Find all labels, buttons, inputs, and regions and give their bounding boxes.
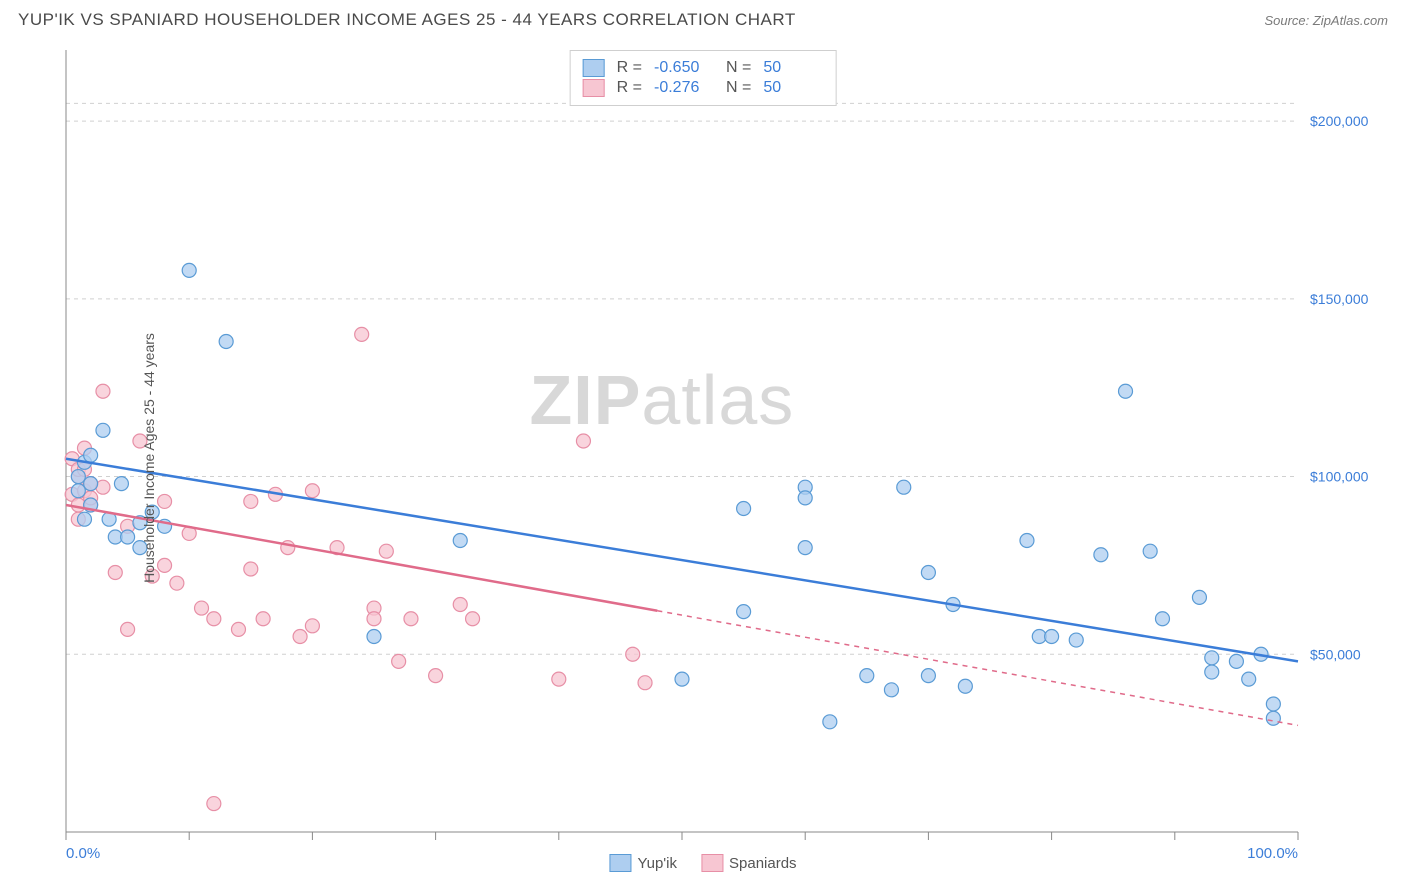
data-point (453, 598, 467, 612)
data-point (367, 612, 381, 626)
data-point (207, 797, 221, 811)
data-point (1205, 665, 1219, 679)
data-point (182, 263, 196, 277)
data-point (1020, 534, 1034, 548)
data-point (860, 669, 874, 683)
data-point (244, 562, 258, 576)
n-value: 50 (763, 59, 823, 77)
y-tick-label: $100,000 (1310, 469, 1369, 485)
data-point (823, 715, 837, 729)
data-point (207, 612, 221, 626)
series-legend: Yup'ik Spaniards (609, 854, 796, 872)
data-point (1266, 711, 1280, 725)
data-point (552, 672, 566, 686)
correlation-scatter-chart: $50,000 $100,000 $150,000 $200,000 0.0% 100.0… (18, 44, 1388, 872)
legend-swatch (701, 854, 723, 872)
legend-item: Yup'ik (609, 854, 677, 872)
data-point (114, 477, 128, 491)
data-point (1192, 590, 1206, 604)
data-point (170, 576, 184, 590)
data-point (121, 530, 135, 544)
data-point (921, 669, 935, 683)
data-point (798, 541, 812, 555)
data-point (305, 619, 319, 633)
legend-swatch (609, 854, 631, 872)
data-point (77, 512, 91, 526)
data-point (96, 423, 110, 437)
legend-item: Spaniards (701, 854, 797, 872)
data-point (158, 558, 172, 572)
data-point (244, 494, 258, 508)
data-point (121, 622, 135, 636)
data-point (737, 605, 751, 619)
y-axis-label: Householder Income Ages 25 - 44 years (141, 333, 157, 583)
data-point (367, 630, 381, 644)
data-point (1143, 544, 1157, 558)
y-tick-label: $50,000 (1310, 646, 1361, 662)
data-point (219, 334, 233, 348)
data-point (466, 612, 480, 626)
trend-line-extrapolated (657, 611, 1298, 726)
data-point (1045, 630, 1059, 644)
data-point (1155, 612, 1169, 626)
data-point (1229, 654, 1243, 668)
data-point (84, 477, 98, 491)
data-point (231, 622, 245, 636)
data-point (638, 676, 652, 690)
data-point (305, 484, 319, 498)
data-point (71, 470, 85, 484)
correlation-legend: R = -0.650 N = 50 R = -0.276 N = 50 (570, 50, 837, 106)
data-point (392, 654, 406, 668)
data-point (158, 494, 172, 508)
n-label: N = (726, 79, 751, 97)
data-point (626, 647, 640, 661)
data-point (293, 630, 307, 644)
data-point (108, 566, 122, 580)
data-point (1069, 633, 1083, 647)
y-tick-label: $150,000 (1310, 291, 1369, 307)
data-point (195, 601, 209, 615)
data-point (379, 544, 393, 558)
data-point (453, 534, 467, 548)
legend-row: R = -0.276 N = 50 (583, 79, 824, 97)
x-min-label: 0.0% (66, 845, 100, 862)
data-point (1266, 697, 1280, 711)
n-value: 50 (763, 79, 823, 97)
x-max-label: 100.0% (1247, 845, 1298, 862)
data-point (256, 612, 270, 626)
legend-label: Yup'ik (637, 855, 677, 872)
data-point (1119, 384, 1133, 398)
data-point (96, 384, 110, 398)
r-value: -0.650 (654, 59, 714, 77)
data-point (576, 434, 590, 448)
legend-row: R = -0.650 N = 50 (583, 59, 824, 77)
y-tick-label: $200,000 (1310, 113, 1369, 129)
data-point (958, 679, 972, 693)
data-point (404, 612, 418, 626)
r-label: R = (617, 59, 642, 77)
chart-container: Householder Income Ages 25 - 44 years ZI… (18, 44, 1388, 872)
data-point (1242, 672, 1256, 686)
data-point (84, 448, 98, 462)
data-point (429, 669, 443, 683)
n-label: N = (726, 59, 751, 77)
data-point (1205, 651, 1219, 665)
r-value: -0.276 (654, 79, 714, 97)
r-label: R = (617, 79, 642, 97)
data-point (897, 480, 911, 494)
data-point (884, 683, 898, 697)
legend-label: Spaniards (729, 855, 797, 872)
data-point (1094, 548, 1108, 562)
trend-line (66, 459, 1298, 662)
data-point (798, 491, 812, 505)
source-attribution: Source: ZipAtlas.com (1264, 13, 1388, 28)
chart-title: YUP'IK VS SPANIARD HOUSEHOLDER INCOME AG… (18, 10, 796, 30)
data-point (675, 672, 689, 686)
data-point (355, 327, 369, 341)
legend-swatch (583, 79, 605, 97)
data-point (71, 484, 85, 498)
legend-swatch (583, 59, 605, 77)
data-point (921, 566, 935, 580)
data-point (737, 502, 751, 516)
